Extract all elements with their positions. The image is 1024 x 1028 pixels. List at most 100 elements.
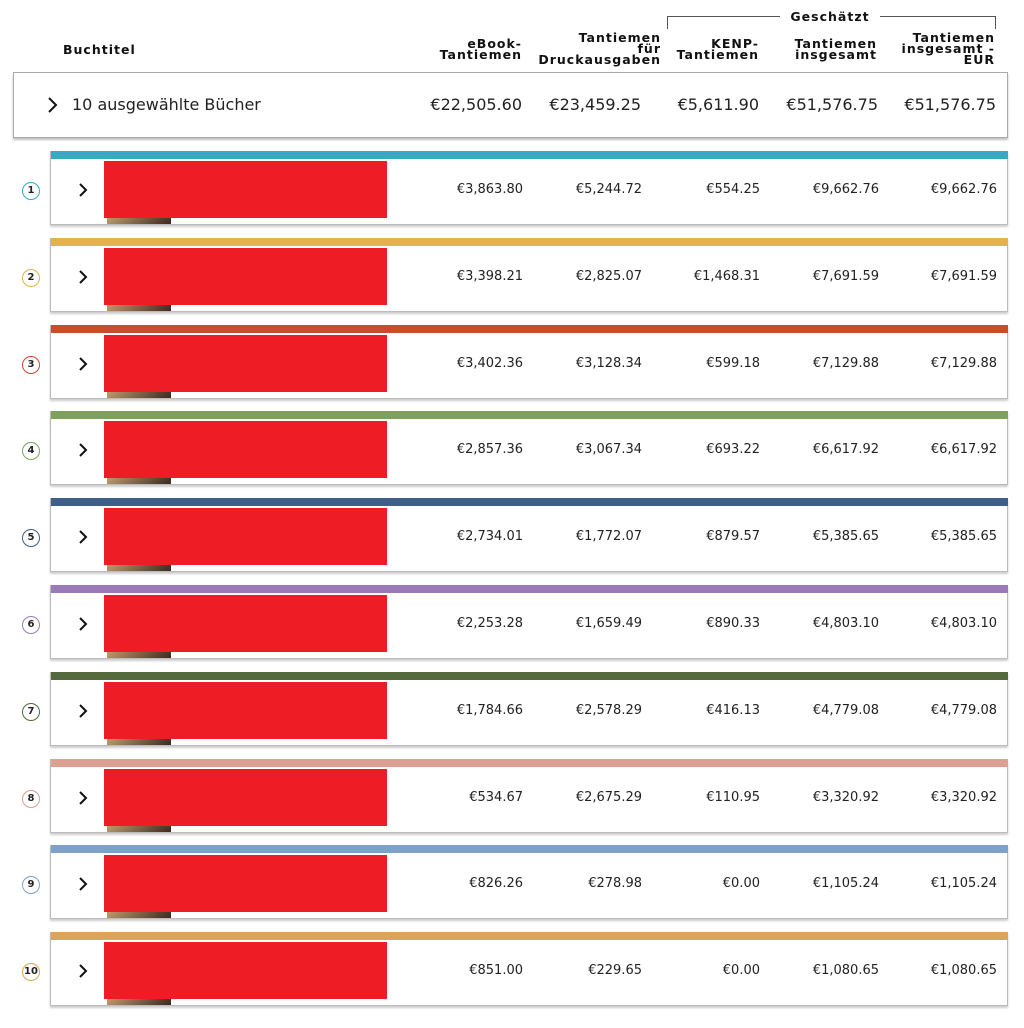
book-card[interactable]: €534.67 €2,675.29 €110.95 €3,320.92 €3,320.9… xyxy=(50,759,1008,833)
chevron-right-icon[interactable] xyxy=(75,355,91,373)
kenp-royalties-column-header[interactable]: KENP- Tantiemen xyxy=(676,36,759,62)
redacted-title-block xyxy=(104,942,387,999)
chevron-right-icon[interactable] xyxy=(75,528,91,546)
summary-total-royalties-eur: €51,576.75 xyxy=(904,95,996,114)
total-royalties-value: €9,662.76 xyxy=(812,182,879,197)
row-number-badge: 5 xyxy=(22,529,40,547)
row-number-badge: 2 xyxy=(22,269,40,287)
row-color-bar xyxy=(51,932,1008,940)
redacted-title-block xyxy=(104,508,387,565)
total-royalties-eur-value: €1,080.65 xyxy=(930,963,997,978)
book-card[interactable]: €2,253.28 €1,659.49 €890.33 €4,803.10 €4,803… xyxy=(50,585,1008,659)
ebook-royalties-value: €534.67 xyxy=(469,790,523,805)
ebook-royalties-value: €1,784.66 xyxy=(456,703,523,718)
chevron-right-icon[interactable] xyxy=(75,268,91,286)
total-royalties-eur-value: €9,662.76 xyxy=(930,182,997,197)
total-royalties-value: €6,617.92 xyxy=(812,442,879,457)
kenp-royalties-value: €554.25 xyxy=(706,182,760,197)
summary-total-royalties: €51,576.75 xyxy=(786,95,878,114)
row-number-badge: 4 xyxy=(22,442,40,460)
book-row[interactable]: 9 €826.26 €278.98 €0.00 €1,105.24 €1,105.24 xyxy=(0,845,1024,923)
book-card[interactable]: €2,857.36 €3,067.34 €693.22 €6,617.92 €6,617… xyxy=(50,411,1008,485)
row-color-bar xyxy=(51,759,1008,767)
row-number-badge: 1 xyxy=(22,182,40,200)
book-row[interactable]: 2 €3,398.21 €2,825.07 €1,468.31 €7,691.59 €7,… xyxy=(0,238,1024,316)
book-row[interactable]: 10 €851.00 €229.65 €0.00 €1,080.65 €1,080.65 xyxy=(0,932,1024,1010)
book-row[interactable]: 3 €3,402.36 €3,128.34 €599.18 €7,129.88 €7,12… xyxy=(0,325,1024,403)
book-card[interactable]: €851.00 €229.65 €0.00 €1,080.65 €1,080.65 xyxy=(50,932,1008,1006)
summary-kenp-royalties: €5,611.90 xyxy=(677,95,759,114)
chevron-right-icon[interactable] xyxy=(42,95,62,115)
chevron-right-icon[interactable] xyxy=(75,875,91,893)
chevron-right-icon[interactable] xyxy=(75,181,91,199)
total-royalties-value: €3,320.92 xyxy=(812,790,879,805)
print-royalties-column-header[interactable]: Tantiemen für Druckausgaben xyxy=(538,30,661,67)
book-row[interactable]: 5 €2,734.01 €1,772.07 €879.57 €5,385.65 €5,38… xyxy=(0,498,1024,576)
book-title-column-header[interactable]: Buchtitel xyxy=(63,42,136,57)
estimated-label: Geschätzt xyxy=(780,9,880,24)
chevron-right-icon[interactable] xyxy=(75,615,91,633)
total-royalties-eur-value: €7,691.59 xyxy=(930,269,997,284)
total-royalties-eur-value: €5,385.65 xyxy=(930,529,997,544)
total-royalties-value: €1,080.65 xyxy=(812,963,879,978)
summary-ebook-royalties: €22,505.60 xyxy=(430,95,522,114)
total-royalties-eur-value: €4,803.10 xyxy=(930,616,997,631)
chevron-right-icon[interactable] xyxy=(75,702,91,720)
ebook-royalties-value: €826.26 xyxy=(469,876,523,891)
chevron-right-icon[interactable] xyxy=(75,441,91,459)
print-royalties-value: €278.98 xyxy=(588,876,642,891)
total-royalties-column-header[interactable]: Tantiemen insgesamt xyxy=(794,36,877,62)
print-royalties-value: €1,772.07 xyxy=(575,529,642,544)
total-royalties-eur-value: €6,617.92 xyxy=(930,442,997,457)
book-row[interactable]: 7 €1,784.66 €2,578.29 €416.13 €4,779.08 €4,77… xyxy=(0,672,1024,750)
ebook-royalties-column-header[interactable]: eBook- Tantiemen xyxy=(439,36,522,62)
ebook-royalties-value: €2,253.28 xyxy=(456,616,523,631)
book-card[interactable]: €3,863.80 €5,244.72 €554.25 €9,662.76 €9,662… xyxy=(50,151,1008,225)
total-royalties-eur-value: €3,320.92 xyxy=(930,790,997,805)
row-number-badge: 10 xyxy=(22,963,40,981)
kenp-royalties-value: €890.33 xyxy=(706,616,760,631)
chevron-right-icon[interactable] xyxy=(75,789,91,807)
kenp-royalties-value: €693.22 xyxy=(706,442,760,457)
redacted-title-block xyxy=(104,248,387,305)
total-royalties-value: €4,779.08 xyxy=(812,703,879,718)
kenp-royalties-value: €599.18 xyxy=(706,356,760,371)
total-royalties-value: €1,105.24 xyxy=(812,876,879,891)
print-royalties-value: €5,244.72 xyxy=(575,182,642,197)
row-number-badge: 9 xyxy=(22,876,40,894)
kenp-royalties-value: €879.57 xyxy=(706,529,760,544)
kenp-royalties-value: €0.00 xyxy=(722,963,760,978)
summary-print-royalties: €23,459.25 xyxy=(549,95,641,114)
row-color-bar xyxy=(51,672,1008,680)
row-number-badge: 7 xyxy=(22,703,40,721)
book-card[interactable]: €3,402.36 €3,128.34 €599.18 €7,129.88 €7,129… xyxy=(50,325,1008,399)
book-card[interactable]: €826.26 €278.98 €0.00 €1,105.24 €1,105.24 xyxy=(50,845,1008,919)
book-row[interactable]: 6 €2,253.28 €1,659.49 €890.33 €4,803.10 €4,80… xyxy=(0,585,1024,663)
row-color-bar xyxy=(51,151,1008,159)
redacted-title-block xyxy=(104,335,387,392)
chevron-right-icon[interactable] xyxy=(75,962,91,980)
print-royalties-value: €229.65 xyxy=(588,963,642,978)
print-royalties-value: €3,067.34 xyxy=(575,442,642,457)
kenp-royalties-value: €0.00 xyxy=(722,876,760,891)
total-royalties-eur-value: €4,779.08 xyxy=(930,703,997,718)
book-card[interactable]: €3,398.21 €2,825.07 €1,468.31 €7,691.59 €7,6… xyxy=(50,238,1008,312)
print-royalties-value: €2,675.29 xyxy=(575,790,642,805)
print-royalties-value: €1,659.49 xyxy=(575,616,642,631)
total-royalties-eur-value: €1,105.24 xyxy=(930,876,997,891)
redacted-title-block xyxy=(104,769,387,826)
redacted-title-block xyxy=(104,595,387,652)
total-royalties-eur-column-header[interactable]: Tantiemen insgesamt - EUR xyxy=(901,30,995,67)
kenp-royalties-value: €110.95 xyxy=(706,790,760,805)
book-row[interactable]: 4 €2,857.36 €3,067.34 €693.22 €6,617.92 €6,61… xyxy=(0,411,1024,489)
book-row[interactable]: 1 €3,863.80 €5,244.72 €554.25 €9,662.76 €9,66… xyxy=(0,151,1024,229)
book-card[interactable]: €1,784.66 €2,578.29 €416.13 €4,779.08 €4,779… xyxy=(50,672,1008,746)
book-row[interactable]: 8 €534.67 €2,675.29 €110.95 €3,320.92 €3,320.… xyxy=(0,759,1024,837)
ebook-royalties-value: €3,863.80 xyxy=(456,182,523,197)
row-number-badge: 3 xyxy=(22,356,40,374)
book-card[interactable]: €2,734.01 €1,772.07 €879.57 €5,385.65 €5,385… xyxy=(50,498,1008,572)
row-color-bar xyxy=(51,411,1008,419)
row-color-bar xyxy=(51,325,1008,333)
summary-row[interactable]: 10 ausgewählte Bücher €22,505.60 €23,459… xyxy=(13,72,1008,138)
ebook-royalties-value: €851.00 xyxy=(469,963,523,978)
